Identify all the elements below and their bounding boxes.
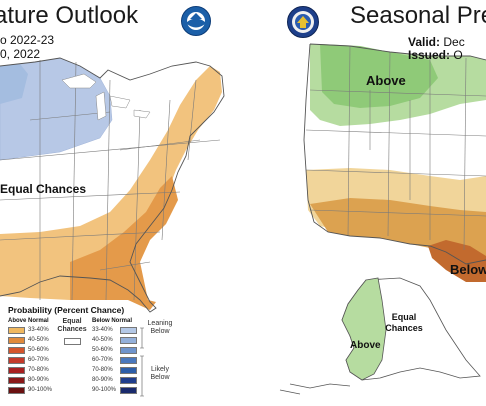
legend-above-label: 80-90% [28, 377, 49, 383]
issued-label: Issued: [408, 48, 451, 62]
valid-period: Valid: Dec [408, 35, 465, 49]
legend-above-label: 33-40% [28, 327, 49, 333]
legend-below-swatch [120, 347, 137, 354]
legend-above-swatch [8, 347, 25, 354]
legend-below-swatch [120, 377, 137, 384]
precipitation-outlook-panel: Seasonal Pre Valid: Dec Issued: O Above … [270, 0, 486, 406]
legend-likely-below-label: Likely Below [150, 366, 170, 381]
alaska-above-label: Above [350, 340, 381, 351]
legend-below-header: Below Normal [92, 318, 133, 324]
legend-below-swatch [120, 367, 137, 374]
legend-below-label: 80-90% [92, 377, 113, 383]
valid-period: o 2022-23 [0, 33, 55, 47]
issued-date: 0, 2022 [0, 47, 41, 61]
legend-leaning-below-label: Leaning Below [147, 320, 173, 335]
doc-seal-icon [287, 6, 319, 38]
legend-above-header: Above Normal [8, 318, 49, 324]
temperature-outlook-panel: rature Outlook o 2022-23 0, 2022 Equal C… [0, 2, 225, 397]
legend-above-swatch [8, 377, 25, 384]
alaska-equal-chances-label: Equal Chances [385, 312, 423, 333]
legend-equal-chances-label: Equal Chances [57, 318, 87, 333]
equal-chances-label: Equal Chances [0, 182, 87, 196]
legend-above-label: 50-60% [28, 347, 49, 353]
legend-above-swatch [8, 327, 25, 334]
valid-value: Dec [443, 35, 465, 49]
issued-date: Issued: O [408, 48, 463, 62]
issued-value: O [453, 48, 463, 62]
legend-above-label: 90-100% [28, 387, 53, 393]
map-title: rature Outlook [0, 2, 139, 29]
legend-above-swatch [8, 357, 25, 364]
noaa-logo-icon [181, 6, 211, 36]
legend-equal-chances-swatch [64, 338, 81, 345]
alaska-above-region [342, 278, 386, 380]
legend-title: Probability (Percent Chance) [8, 305, 125, 315]
legend-above-label: 60-70% [28, 357, 49, 363]
above-normal-region-mid [70, 176, 178, 310]
legend-above-swatch [8, 337, 25, 344]
legend-above-label: 40-50% [28, 337, 49, 343]
legend-below-label: 60-70% [92, 357, 113, 363]
precipitation-map [279, 43, 486, 395]
legend-below-label: 70-80% [92, 367, 113, 373]
above-normal-region-light [0, 66, 222, 300]
valid-label: Valid: [408, 35, 441, 49]
legend-above-swatch [8, 387, 25, 394]
legend-below-swatch [120, 357, 137, 364]
legend-below-swatch [120, 327, 137, 334]
legend-below-label: 90-100% [92, 387, 117, 393]
legend-above-label: 70-80% [28, 367, 49, 373]
legend-above-swatch [8, 367, 25, 374]
below-label: Below [450, 262, 486, 277]
above-label: Above [366, 73, 406, 88]
map-title: Seasonal Pre [350, 2, 486, 29]
legend-below-swatch [120, 387, 137, 394]
temperature-map [0, 57, 225, 313]
legend-below-swatch [120, 337, 137, 344]
legend-below-label: 50-60% [92, 347, 113, 353]
legend-below-label: 33-40% [92, 327, 113, 333]
legend-below-label: 40-50% [92, 337, 113, 343]
